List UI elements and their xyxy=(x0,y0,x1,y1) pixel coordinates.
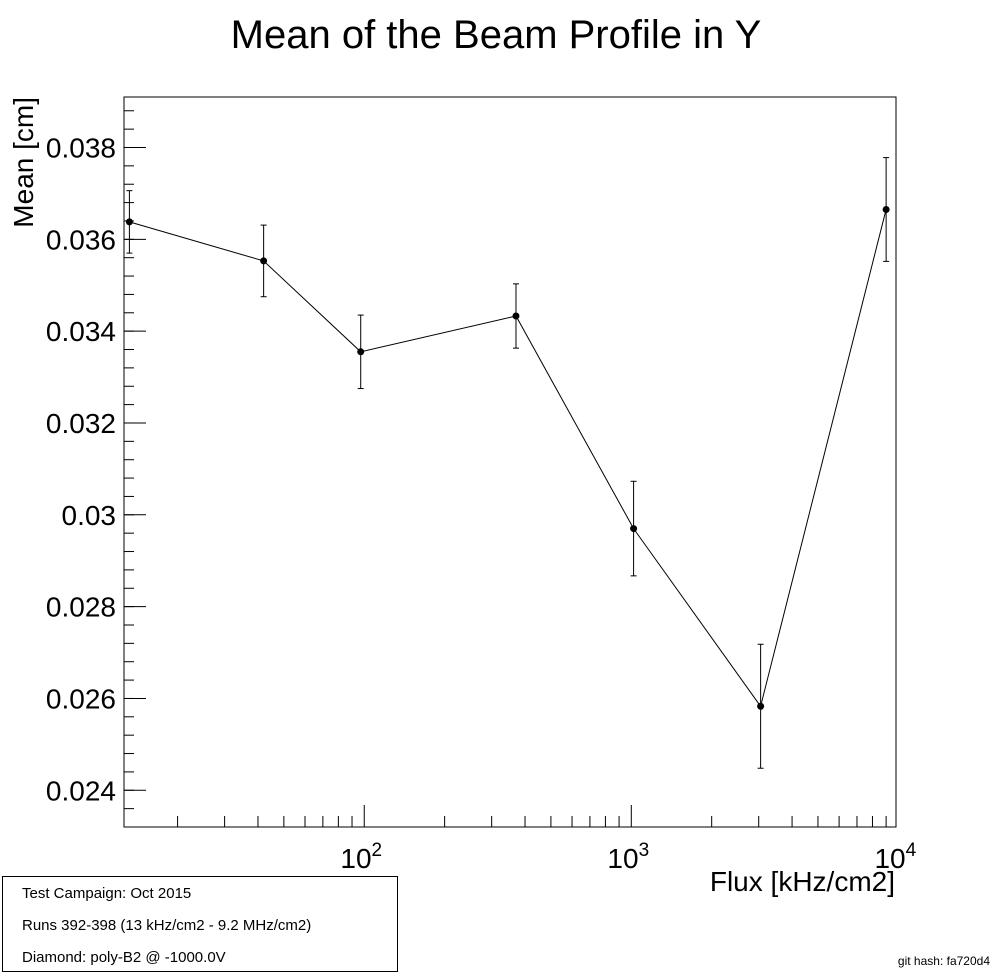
data-series xyxy=(125,157,890,769)
y-axis: 0.024 0.026 0.028 0.03 0.032 0.034 0.036 0.038 xyxy=(46,110,146,828)
x-axis-label: Flux [kHz/cm2] xyxy=(710,866,895,897)
data-point xyxy=(512,312,520,320)
chart-title: Mean of the Beam Profile in Y xyxy=(231,13,762,57)
x-tick-label: 104 xyxy=(874,840,916,874)
info-campaign: Test Campaign: Oct 2015 xyxy=(22,885,192,902)
y-axis-label: Mean [cm] xyxy=(8,97,39,228)
data-point xyxy=(357,348,365,356)
info-box: Test Campaign: Oct 2015 Runs 392-398 (13… xyxy=(2,876,398,972)
series-line xyxy=(129,209,887,708)
y-tick-label: 0.03 xyxy=(62,500,117,531)
x-axis: 102 103 104 xyxy=(177,805,917,874)
plot-frame xyxy=(123,96,897,828)
data-point xyxy=(757,702,765,710)
y-tick-label: 0.038 xyxy=(46,133,116,164)
y-tick-label: 0.036 xyxy=(46,224,116,255)
git-hash: git hash: fa720d4 xyxy=(897,954,990,968)
data-point xyxy=(260,257,268,265)
x-tick-label: 102 xyxy=(340,840,382,874)
y-tick-label: 0.026 xyxy=(46,683,116,714)
data-point xyxy=(882,205,890,213)
info-runs: Runs 392-398 (13 kHz/cm2 - 9.2 MHz/cm2) xyxy=(22,917,312,934)
y-tick-label: 0.028 xyxy=(46,592,116,623)
data-point xyxy=(125,218,133,226)
x-tick-label: 103 xyxy=(607,840,649,874)
info-diamond: Diamond: poly-B2 @ -1000.0V xyxy=(22,949,226,966)
y-tick-label: 0.032 xyxy=(46,408,116,439)
y-tick-label: 0.034 xyxy=(46,316,116,347)
y-tick-label: 0.024 xyxy=(46,775,116,806)
data-point xyxy=(630,525,638,533)
